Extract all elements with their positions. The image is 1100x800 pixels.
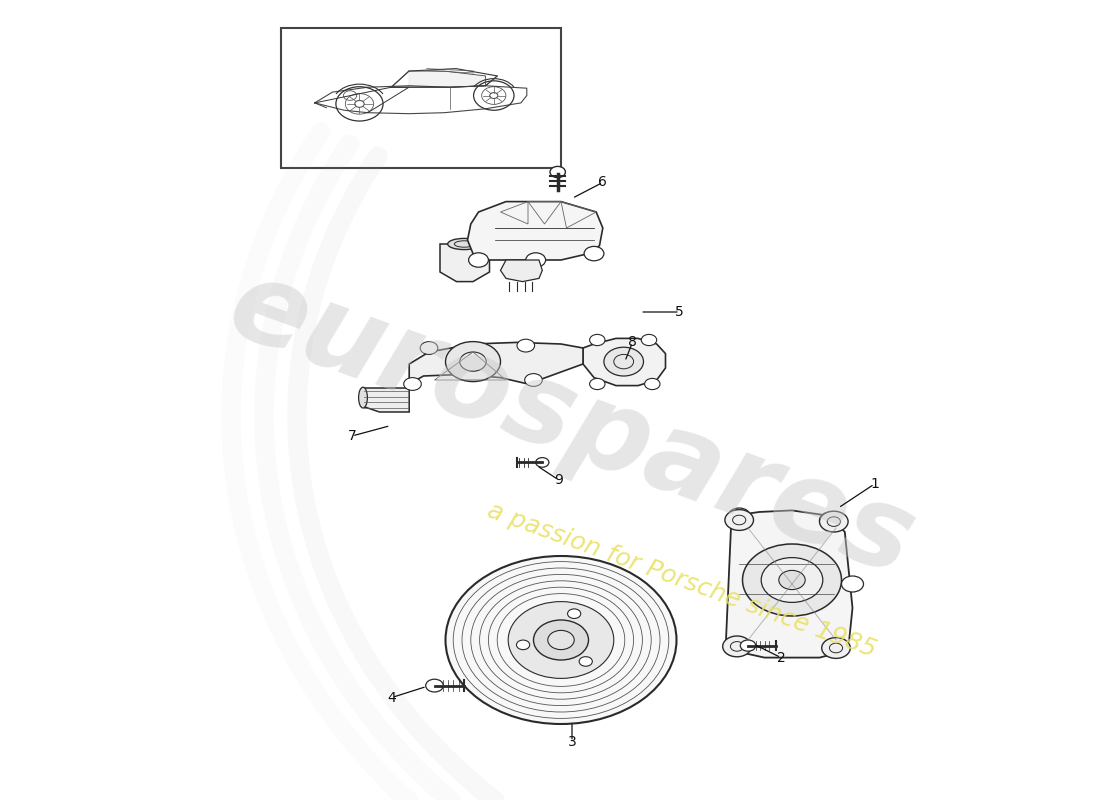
Circle shape xyxy=(820,511,848,532)
Circle shape xyxy=(584,246,604,261)
Circle shape xyxy=(550,166,565,178)
Circle shape xyxy=(724,640,746,656)
Text: 7: 7 xyxy=(348,429,356,443)
Circle shape xyxy=(474,81,514,110)
Circle shape xyxy=(469,253,488,267)
Circle shape xyxy=(446,342,501,382)
Circle shape xyxy=(820,512,842,528)
Circle shape xyxy=(779,570,805,590)
Text: 2: 2 xyxy=(777,650,785,665)
Text: eurospares: eurospares xyxy=(214,249,929,599)
Polygon shape xyxy=(315,86,527,114)
Polygon shape xyxy=(440,244,490,282)
Circle shape xyxy=(460,352,486,371)
Circle shape xyxy=(728,508,750,524)
Circle shape xyxy=(590,378,605,390)
Bar xyxy=(280,28,561,168)
Circle shape xyxy=(420,342,438,354)
Polygon shape xyxy=(409,342,583,384)
Text: 5: 5 xyxy=(675,305,684,319)
Polygon shape xyxy=(392,69,497,87)
Circle shape xyxy=(604,347,644,376)
Circle shape xyxy=(725,510,754,530)
Circle shape xyxy=(534,620,588,660)
Circle shape xyxy=(536,458,549,467)
Circle shape xyxy=(645,378,660,390)
Polygon shape xyxy=(500,260,542,282)
Text: 1: 1 xyxy=(870,477,879,491)
Text: 9: 9 xyxy=(554,473,563,487)
Circle shape xyxy=(526,253,546,267)
Text: a passion for Porsche since 1985: a passion for Porsche since 1985 xyxy=(484,498,880,662)
Polygon shape xyxy=(583,338,666,386)
Ellipse shape xyxy=(448,238,481,250)
Circle shape xyxy=(822,638,850,658)
Polygon shape xyxy=(409,71,485,87)
Circle shape xyxy=(740,640,756,651)
Text: 3: 3 xyxy=(568,734,576,749)
Circle shape xyxy=(525,374,542,386)
Circle shape xyxy=(548,630,574,650)
Circle shape xyxy=(842,576,864,592)
Circle shape xyxy=(426,679,443,692)
Circle shape xyxy=(579,657,592,666)
Polygon shape xyxy=(363,388,409,412)
Text: 4: 4 xyxy=(387,690,396,705)
Polygon shape xyxy=(468,202,603,260)
Text: 8: 8 xyxy=(628,335,637,350)
Circle shape xyxy=(823,642,845,658)
Circle shape xyxy=(568,609,581,618)
Circle shape xyxy=(446,556,676,724)
Circle shape xyxy=(761,558,823,602)
Circle shape xyxy=(336,86,383,121)
Circle shape xyxy=(517,339,535,352)
Circle shape xyxy=(404,378,421,390)
Circle shape xyxy=(641,334,657,346)
Circle shape xyxy=(508,602,614,678)
Ellipse shape xyxy=(359,387,367,408)
Circle shape xyxy=(742,544,842,616)
Polygon shape xyxy=(726,510,852,658)
Circle shape xyxy=(723,636,751,657)
Circle shape xyxy=(590,334,605,346)
Circle shape xyxy=(517,640,530,650)
Text: 6: 6 xyxy=(598,175,607,190)
